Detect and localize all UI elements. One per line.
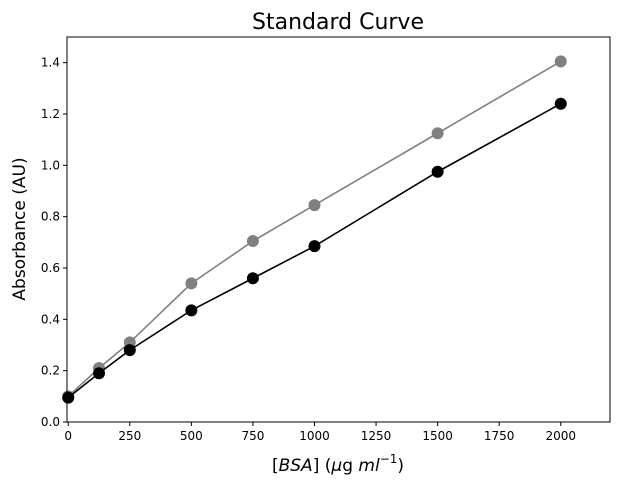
x-label-bracket-close: ] [313,456,320,476]
data-point [431,165,444,178]
x-axis-label: [BSA] (μg ml−1) [272,452,404,476]
x-label-unit-open: ( [319,456,331,476]
data-point [246,272,259,285]
ticks-layer: 0 250 500 750 1000 1250 1500 1750 2000 0.0 0.2 0.4 0… [41,56,576,443]
y-tick-label: 0.4 [41,312,60,326]
y-tick-label: 0.6 [41,261,60,275]
y-tick-label: 0.2 [41,364,60,378]
x-label-ml: ml [358,456,380,476]
data-point [308,199,321,212]
x-label-bracket-open: [ [272,456,279,476]
data-point [431,127,444,140]
x-tick-label: 500 [180,429,203,443]
x-tick-label: 1000 [299,429,330,443]
y-tick-label: 1.2 [41,107,60,121]
x-label-var: BSA [279,456,313,476]
series-line [67,60,562,397]
x-label-mu: μ [330,456,342,476]
series-2 [62,97,567,404]
data-point [185,304,198,317]
x-tick-label: 250 [118,429,141,443]
x-tick-label: 0 [64,429,72,443]
data-point [123,344,136,357]
x-tick-label: 750 [241,429,264,443]
y-tick-label: 0.0 [41,415,60,429]
x-label-g: g [342,456,358,476]
data-point [554,97,567,110]
series-1 [62,55,567,403]
series-layer [62,55,567,404]
series-line [67,103,562,399]
x-tick-label: 1500 [422,429,453,443]
x-tick-label: 1250 [361,429,392,443]
data-point [246,235,259,248]
chart-title: Standard Curve [252,10,424,35]
y-axis-label: Absorbance (AU) [10,157,30,300]
y-tick-label: 0.8 [41,210,60,224]
data-point [185,277,198,290]
data-point [308,240,321,253]
x-label-exponent: −1 [380,452,398,466]
data-point [93,367,106,380]
x-tick-label: 1750 [484,429,515,443]
x-tick-label: 2000 [545,429,576,443]
data-point [554,55,567,68]
y-tick-label: 1.4 [41,56,60,70]
plot-frame [66,36,611,423]
x-label-unit-close: ) [397,456,404,476]
y-tick-label: 1.0 [41,158,60,172]
data-point [62,391,75,404]
